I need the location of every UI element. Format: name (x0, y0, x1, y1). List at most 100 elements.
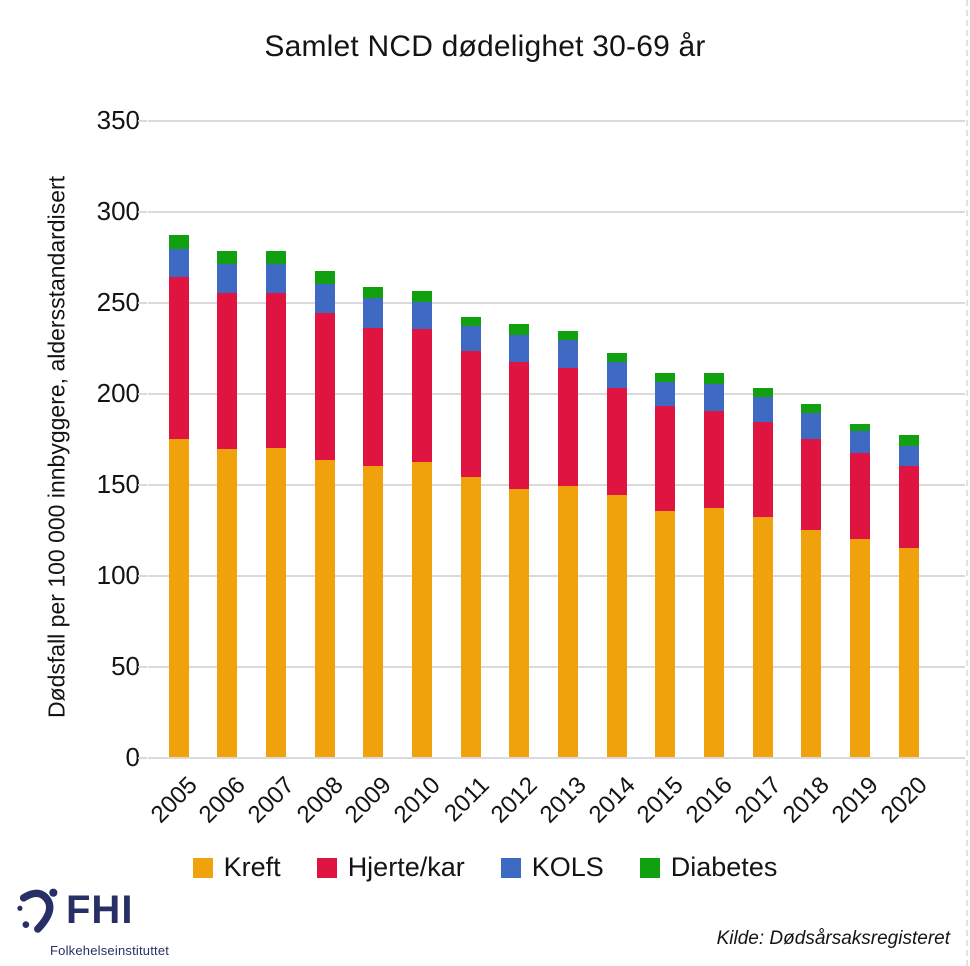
y-tick-mark (138, 211, 147, 213)
bar-2013 (557, 331, 578, 757)
bar-2020-segment-kreft (898, 547, 919, 757)
bar-2017-segment-kreft (752, 516, 773, 757)
bar-2010-segment-kols (411, 302, 432, 330)
bar-2006-segment-kols (217, 263, 238, 293)
bar-2014 (606, 352, 627, 757)
y-tick-label: 300 (96, 196, 140, 226)
fhi-logo: FHI Folkehelseinstituttet (14, 886, 194, 958)
bar-2009-segment-hjertekar (363, 327, 384, 466)
legend-swatch (500, 857, 521, 878)
bar-2019-segment-kreft (850, 538, 871, 757)
bar-2011-segment-kols (460, 325, 481, 352)
bar-2011 (460, 316, 481, 757)
bar-2005-segment-kreft (168, 438, 189, 757)
legend-label: Kreft (223, 852, 281, 882)
bar-2006-segment-diabetes (217, 251, 238, 264)
legend-swatch (639, 857, 660, 878)
bar-2007 (265, 251, 286, 757)
bar-2020-segment-diabetes (898, 434, 919, 446)
bar-2020-segment-hjertekar (898, 465, 919, 548)
bar-2016-segment-diabetes (703, 373, 724, 384)
bar-2007-segment-kreft (265, 447, 286, 757)
fhi-logo-text: FHI (66, 888, 134, 932)
bar-2009-segment-kols (363, 298, 384, 328)
y-tick-label: 350 (96, 105, 140, 135)
bar-2018-segment-diabetes (801, 403, 822, 414)
y-tick-mark (138, 484, 147, 486)
bar-2020 (898, 434, 919, 757)
y-tick-label: 50 (111, 651, 140, 681)
bar-2006 (217, 251, 238, 757)
bar-2010 (411, 291, 432, 757)
bar-2020-segment-kols (898, 445, 919, 466)
bar-2019-segment-diabetes (850, 423, 871, 432)
y-tick-label: 0 (125, 742, 140, 772)
gridline (148, 302, 965, 304)
bar-2015-segment-hjertekar (655, 405, 676, 512)
legend-item-diabetes: Diabetes (639, 852, 778, 883)
gridline (148, 484, 965, 486)
bar-2005-segment-kols (168, 249, 189, 277)
bar-2017-segment-hjertekar (752, 422, 773, 517)
bar-2011-segment-hjertekar (460, 351, 481, 477)
chart-title: Samlet NCD dødelighet 30-69 år (264, 30, 706, 63)
bar-2019-segment-hjertekar (850, 453, 871, 539)
bar-2012-segment-hjertekar (509, 362, 530, 490)
bar-2016 (703, 373, 724, 757)
bar-2008-segment-diabetes (314, 271, 335, 284)
bar-2005 (168, 234, 189, 757)
legend-label: KOLS (531, 852, 604, 882)
legend-label: Diabetes (670, 852, 778, 882)
source-note: Kilde: Dødsårsaksregisteret (716, 928, 950, 949)
bar-2007-segment-diabetes (265, 251, 286, 264)
legend-item-hjertekar: Hjerte/kar (316, 852, 465, 883)
page-right-dashed-edge (966, 0, 968, 966)
bar-2017 (752, 387, 773, 757)
y-tick-mark (138, 575, 147, 577)
fhi-logo-subtitle: Folkehelseinstituttet (50, 943, 170, 958)
bar-2005-segment-diabetes (168, 234, 189, 250)
bar-2015-segment-diabetes (655, 373, 676, 383)
x-axis-tick-labels: 2005 2006 2007 2008 2009 2010 2011 2012 2013 2014… (145, 120, 965, 829)
bar-2013-segment-hjertekar (557, 367, 578, 486)
bar-2014-segment-kols (606, 362, 627, 388)
y-tick-mark (138, 120, 147, 122)
gridline (148, 393, 965, 395)
bar-2010-segment-hjertekar (411, 329, 432, 463)
y-tick-mark (138, 393, 147, 395)
y-axis-title: Dødsfall per 100 000 innbyggere, alderss… (43, 175, 70, 719)
y-axis-tick-labels: 0 50 100 150 200 250 300 350 (70, 107, 140, 770)
bar-2008 (314, 271, 335, 757)
bar-2008-segment-kreft (314, 460, 335, 757)
bar-2012-segment-diabetes (509, 323, 530, 335)
chart-legend: Kreft Hjerte/kar KOLS Diabetes (0, 852, 970, 883)
bar-2010-segment-kreft (411, 462, 432, 757)
gridline (148, 666, 965, 668)
bar-2012-segment-kreft (509, 489, 530, 757)
y-tick-mark (138, 757, 147, 759)
bar-2016-segment-kols (703, 383, 724, 412)
bar-2007-segment-kols (265, 263, 286, 293)
bar-2007-segment-hjertekar (265, 292, 286, 448)
bar-2014-segment-diabetes (606, 352, 627, 363)
bar-2011-segment-kreft (460, 476, 481, 757)
bar-2019-segment-kols (850, 431, 871, 454)
bar-2009-segment-diabetes (363, 287, 384, 299)
bar-2011-segment-diabetes (460, 316, 481, 326)
bar-2008-segment-hjertekar (314, 312, 335, 461)
gridline (148, 120, 965, 122)
legend-swatch (316, 857, 337, 878)
bar-2017-segment-kols (752, 396, 773, 423)
bar-2019 (850, 423, 871, 757)
y-tick-label: 150 (96, 469, 140, 499)
bar-2016-segment-hjertekar (703, 411, 724, 508)
bar-2006-segment-hjertekar (217, 292, 238, 450)
y-tick-label: 100 (96, 560, 140, 590)
bar-2016-segment-kreft (703, 507, 724, 757)
bar-2013-segment-diabetes (557, 331, 578, 341)
gridline (148, 211, 965, 213)
bar-2014-segment-hjertekar (606, 387, 627, 495)
bar-2009-segment-kreft (363, 465, 384, 757)
bar-2018-segment-kols (801, 413, 822, 439)
legend-item-kols: KOLS (500, 852, 604, 883)
